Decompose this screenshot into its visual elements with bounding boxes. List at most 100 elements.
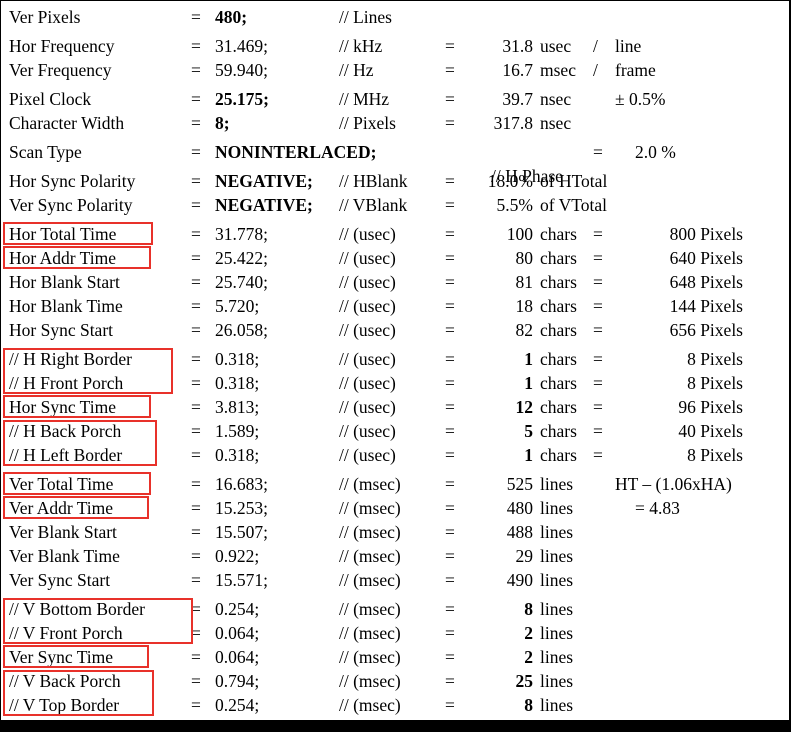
cell-eq2: = <box>445 373 455 393</box>
cell-unit: chars <box>540 224 577 244</box>
cell-eq1: = <box>191 546 201 566</box>
cell-eq2: = <box>445 421 455 441</box>
cell-name: Hor Sync Polarity <box>9 171 136 191</box>
cell-num: 80 <box>515 248 534 268</box>
cell-eq2: = <box>445 445 455 465</box>
param-row: Ver Sync Time = 0.064; // (msec) = 2 lines <box>1 645 789 669</box>
cell-name: // H Front Porch <box>9 373 124 393</box>
cell-num: 39.7 <box>502 89 533 109</box>
cell-comment: // (msec) <box>339 546 401 566</box>
cell-num: 317.8 <box>493 113 533 133</box>
cell-name: Ver Blank Start <box>9 522 117 542</box>
param-row: Ver Frequency = 59.940; // Hz = 16.7 msec / fram… <box>1 58 789 82</box>
cell-num: 1 <box>524 349 533 369</box>
cell-unit: lines <box>540 647 574 667</box>
cell-comment: // Hz <box>339 60 374 80</box>
param-row: Pixel Clock = 25.175; // MHz = 39.7 nsec ± 0.5% <box>1 87 789 111</box>
cell-eq2: = <box>445 397 455 417</box>
cell-name: Pixel Clock <box>9 89 92 109</box>
cell-tail: 2.0 % <box>635 142 676 162</box>
cell-comment: // (msec) <box>339 695 401 715</box>
param-row: Scan Type = NONINTERLACED; = 2.0 % // H Phase <box>1 140 789 186</box>
cell-val1: 480; <box>215 7 248 27</box>
cell-comment: // (usec) <box>339 421 396 441</box>
cell-comment: // (usec) <box>339 445 396 465</box>
cell-val1: 8; <box>215 113 230 133</box>
cell-eq3: / <box>593 60 598 80</box>
cell-mid: // H Phase <box>491 166 563 186</box>
cell-comment: // (usec) <box>339 397 396 417</box>
cell-num: 18.0% <box>487 171 533 191</box>
cell-eq1: = <box>191 272 201 292</box>
highlight-group: // H Back Porch = 1.589; // (usec) = 5 chars = 4… <box>1 419 789 467</box>
cell-span: of VTotal <box>540 195 607 215</box>
cell-comment: // HBlank <box>339 171 408 191</box>
cell-num: 1 <box>524 373 533 393</box>
cell-num: 2 <box>524 647 533 667</box>
cell-eq2: = <box>445 89 455 109</box>
cell-name: Ver Frequency <box>9 60 112 80</box>
cell-val1: 25.740; <box>215 272 268 292</box>
cell-name: // H Right Border <box>9 349 132 369</box>
cell-eq2: = <box>445 695 455 715</box>
param-row: Ver Sync Polarity = NEGATIVE; // VBlank = 5.5… <box>1 193 789 217</box>
bottom-bar <box>1 720 789 731</box>
cell-unit: chars <box>540 445 577 465</box>
cell-comment: // VBlank <box>339 195 408 215</box>
cell-tail: 40 Pixels <box>678 421 743 441</box>
cell-unit: chars <box>540 421 577 441</box>
cell-eq3: = <box>593 296 603 316</box>
cell-eq2: = <box>445 671 455 691</box>
cell-comment: // (msec) <box>339 570 401 590</box>
cell-num: 82 <box>515 320 534 340</box>
cell-name: Hor Frequency <box>9 36 115 56</box>
cell-unit: chars <box>540 248 577 268</box>
cell-val1: 31.778; <box>215 224 268 244</box>
cell-comment: // (usec) <box>339 296 396 316</box>
cell-num: 8 <box>524 695 533 715</box>
highlight-group: // H Right Border = 0.318; // (usec) = 1 chars… <box>1 347 789 395</box>
cell-comment: // kHz <box>339 36 383 56</box>
cell-eq2: = <box>445 60 455 80</box>
cell-name: Hor Total Time <box>9 224 117 244</box>
cell-eq1: = <box>191 445 201 465</box>
cell-num: 25 <box>515 671 534 691</box>
cell-eq1: = <box>191 421 201 441</box>
cell-eq1: = <box>191 695 201 715</box>
cell-num: 18 <box>515 296 534 316</box>
cell-comment: // (usec) <box>339 248 396 268</box>
param-row: Hor Blank Start = 25.740; // (usec) = 81 chars… <box>1 270 789 294</box>
cell-tail: 656 Pixels <box>669 320 743 340</box>
cell-comment: // (msec) <box>339 647 401 667</box>
cell-val1: 15.507; <box>215 522 268 542</box>
cell-num: 12 <box>515 397 534 417</box>
cell-name: // H Left Border <box>9 445 123 465</box>
cell-eq2: = <box>445 296 455 316</box>
cell-name: Ver Total Time <box>9 474 114 494</box>
cell-name: Ver Sync Start <box>9 570 111 590</box>
cell-eq1: = <box>191 498 201 518</box>
cell-num: 31.8 <box>502 36 533 56</box>
cell-val1: 0.318; <box>215 445 260 465</box>
param-row: Ver Blank Start = 15.507; // (msec) = 488 line… <box>1 520 789 544</box>
cell-tail: frame <box>615 60 656 80</box>
param-row: Ver Sync Start = 15.571; // (msec) = 490 lines <box>1 568 789 592</box>
cell-unit: usec <box>540 36 572 56</box>
cell-eq1: = <box>191 7 201 27</box>
cell-name: Hor Sync Start <box>9 320 114 340</box>
cell-tail: line <box>615 36 642 56</box>
param-row: Hor Total Time = 31.778; // (usec) = 100 chars… <box>1 222 789 246</box>
cell-eq2: = <box>445 474 455 494</box>
cell-eq2: = <box>445 195 455 215</box>
cell-name: // V Front Porch <box>9 623 123 643</box>
cell-val1: 31.469; <box>215 36 268 56</box>
param-row: // H Left Border = 0.318; // (usec) = 1 chars =… <box>1 443 789 467</box>
cell-unit: nsec <box>540 89 572 109</box>
cell-eq2: = <box>445 248 455 268</box>
cell-name: Hor Blank Time <box>9 296 123 316</box>
cell-comment: // (msec) <box>339 498 401 518</box>
cell-tail: 648 Pixels <box>669 272 743 292</box>
param-row: Hor Frequency = 31.469; // kHz = 31.8 usec / lin… <box>1 34 789 58</box>
cell-unit: msec <box>540 60 576 80</box>
